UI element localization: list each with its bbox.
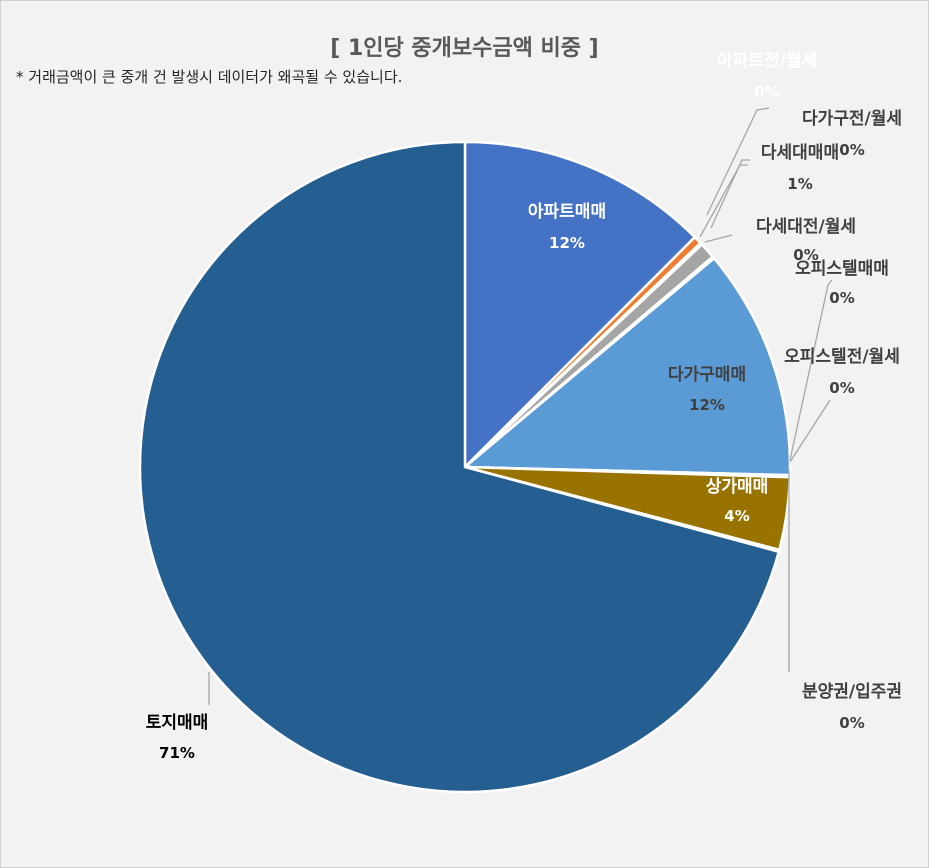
slice-label: 분양권/입주권 — [802, 682, 902, 702]
slice-percent-label: 0% — [754, 83, 779, 101]
slice-label: 아파트매매 — [528, 202, 606, 222]
leader-line — [704, 234, 733, 243]
chart-subtitle: * 거래금액이 큰 중개 건 발생시 데이터가 왜곡될 수 있습니다. — [16, 68, 403, 86]
slice-label: 다가구전/월세 — [802, 109, 902, 129]
chart-title: [ 1인당 중개보수금액 비중 ] — [330, 36, 599, 61]
slice-percent-label: 0% — [839, 714, 864, 732]
slice-label: 다세대전/월세 — [756, 217, 856, 237]
leader-line — [710, 159, 750, 229]
slice-percent-label: 0% — [793, 246, 818, 264]
slice-label: 오피스텔전/월세 — [784, 347, 900, 367]
leader-line — [706, 107, 770, 216]
slice-label: 오피스텔매매 — [795, 259, 889, 279]
pie-slice — [138, 140, 780, 794]
leader-line — [789, 399, 831, 463]
slice-label: 아파트전/월세 — [717, 51, 817, 71]
slice-percent-label: 0% — [829, 289, 854, 307]
slice-percent-label: 71% — [159, 744, 195, 762]
slice-label: 다세대매매 — [761, 143, 839, 163]
slice-percent-label: 0% — [829, 379, 854, 397]
slice-percent-label: 12% — [689, 396, 725, 414]
pie-slice — [463, 140, 697, 469]
slice-percent-label: 1% — [787, 175, 812, 193]
slice-label: 다가구매매 — [668, 365, 746, 385]
slice-label: 상가매매 — [706, 477, 769, 497]
slice-percent-label: 12% — [549, 234, 585, 252]
slice-percent-label: 0% — [839, 141, 864, 159]
leader-line — [699, 164, 748, 238]
slice-label: 토지매매 — [146, 713, 209, 733]
leader-line — [789, 279, 833, 461]
pie-slice — [463, 257, 792, 477]
slice-percent-label: 4% — [724, 507, 749, 525]
